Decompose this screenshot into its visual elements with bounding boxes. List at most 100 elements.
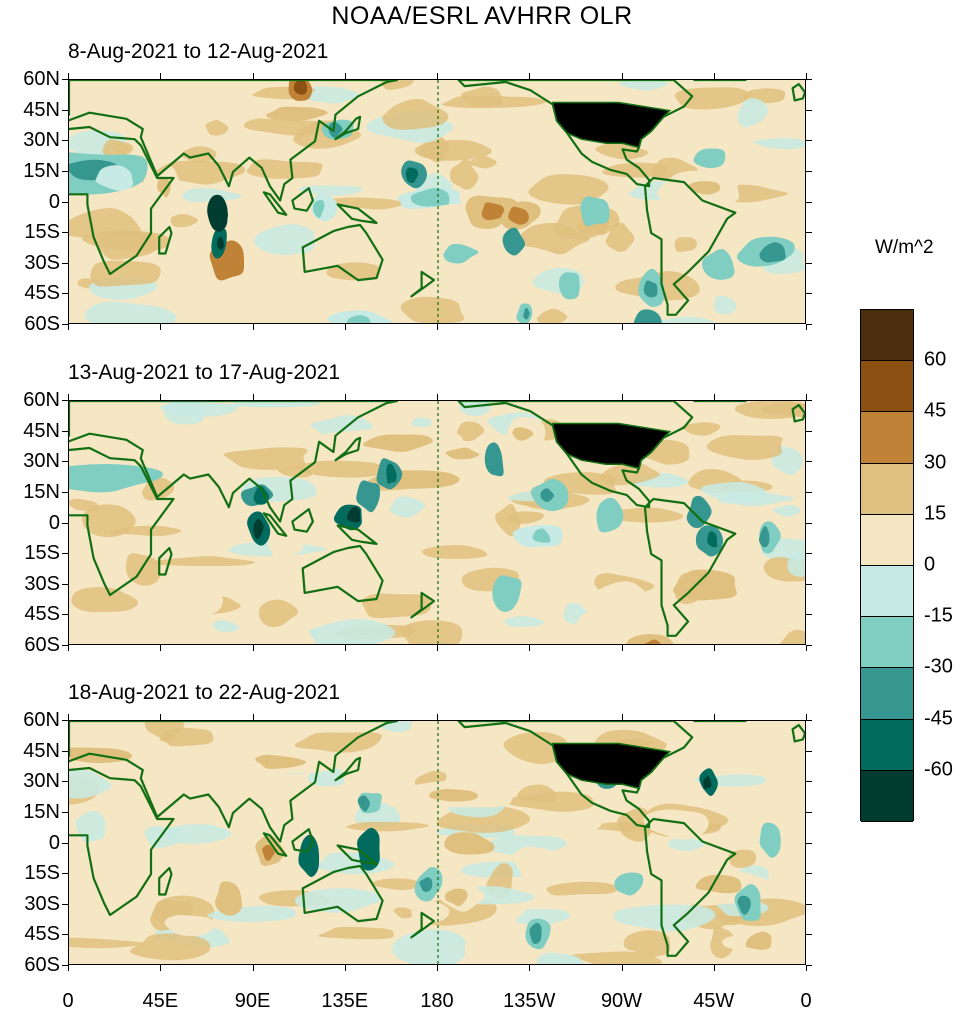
negative-anomaly-core (532, 528, 551, 543)
south-america-coastline (643, 817, 737, 957)
latitude-tick-mark (62, 553, 68, 555)
latitude-tick-label: 60S (24, 634, 60, 656)
colorbar-tick-label: -45 (924, 707, 953, 730)
positive-anomaly-area (109, 525, 182, 537)
longitude-tick-mark (437, 324, 438, 330)
latitude-tick-mark (62, 934, 68, 936)
longitude-tick-label: 0 (800, 990, 812, 1012)
latitude-tick-mark (806, 750, 812, 752)
negative-anomaly-area (163, 401, 205, 425)
latitude-tick-label: 45N (23, 98, 60, 121)
negative-anomaly-area (357, 827, 380, 871)
latitude-tick-label: 0 (48, 190, 60, 213)
latitude-tick-label: 60N (23, 68, 60, 90)
positive-anomaly-area (176, 583, 223, 616)
negative-anomaly-area (84, 301, 177, 323)
longitude-tick-mark (437, 714, 438, 720)
longitude-tick-mark (806, 394, 807, 400)
positive-anomaly-area (246, 159, 323, 179)
longitude-tick-mark (621, 394, 623, 400)
positive-anomaly-area (205, 120, 229, 136)
british-isles-coastline (791, 724, 805, 743)
latitude-tick-label: 15S (24, 862, 60, 885)
latitude-tick-mark (62, 522, 68, 524)
latitude-tick-label: 45S (24, 603, 60, 626)
latitude-tick-mark (62, 811, 68, 813)
latitude-tick-mark (806, 842, 812, 844)
colorbar-swatch (861, 719, 913, 771)
longitude-tick-mark (621, 73, 623, 79)
negative-anomaly-core (759, 242, 786, 263)
colorbar-unit-label: W/m^2 (875, 237, 934, 258)
longitude-tick-mark (529, 324, 531, 330)
negative-anomaly-area (701, 249, 735, 280)
longitude-tick-mark (806, 645, 807, 651)
latitude-tick-mark (62, 232, 68, 234)
negative-anomaly-core (523, 307, 530, 320)
positive-anomaly-area (71, 587, 139, 613)
positive-anomaly-area (570, 951, 663, 964)
positive-anomaly-area (382, 98, 449, 130)
madagascar-coastline (158, 546, 173, 576)
negative-anomaly-area (227, 401, 321, 408)
negative-anomaly-area (389, 496, 425, 518)
positive-anomaly-area (320, 197, 404, 210)
positive-anomaly-area (449, 158, 479, 190)
latitude-tick-mark (806, 400, 812, 401)
longitude-tick-label: 180 (420, 990, 454, 1012)
latitude-tick-mark (62, 293, 68, 295)
negative-anomaly-area (69, 767, 112, 799)
positive-anomaly-area (398, 620, 463, 644)
borneo-coastline (291, 508, 314, 533)
british-isles-coastline (791, 83, 805, 102)
olr-anomaly-map (68, 400, 806, 645)
latitude-tick-label: 60N (23, 389, 60, 411)
negative-anomaly-area (484, 442, 504, 477)
longitude-tick-mark (806, 324, 807, 330)
positive-anomaly-core (688, 181, 721, 195)
positive-anomaly-area (414, 139, 492, 161)
latitude-tick-mark (62, 170, 68, 172)
latitude-tick-mark (806, 430, 812, 432)
longitude-tick-mark (68, 394, 69, 400)
longitude-tick-mark (621, 714, 623, 720)
longitude-tick-mark (252, 324, 254, 330)
negative-anomaly-core (703, 776, 712, 789)
negative-anomaly-area (580, 196, 610, 227)
longitude-tick-mark (806, 73, 807, 79)
negative-anomaly-area (614, 872, 644, 896)
negative-anomaly-core (346, 506, 360, 523)
positive-anomaly-area (706, 435, 783, 460)
longitude-tick-mark (713, 73, 715, 79)
longitude-tick-mark (160, 394, 162, 400)
longitude-tick-mark (713, 645, 715, 651)
longitude-tick-label: 45E (142, 990, 179, 1012)
positive-anomaly-area (69, 208, 142, 238)
longitude-tick-mark (68, 73, 69, 79)
negative-anomaly-core (346, 315, 371, 323)
africa-coastline (69, 446, 175, 597)
negative-anomaly-area (693, 148, 726, 169)
latitude-tick-mark (806, 324, 812, 325)
longitude-tick-mark (713, 965, 715, 971)
latitude-tick-mark (806, 140, 812, 142)
positive-anomaly-area (268, 538, 304, 560)
longitude-tick-mark (806, 714, 807, 720)
positive-anomaly-core (445, 447, 480, 460)
colorbar-swatch (861, 668, 913, 720)
latitude-tick-mark (806, 553, 812, 555)
negative-anomaly-area (787, 553, 805, 577)
latitude-tick-label: 30N (23, 450, 60, 473)
olr-anomaly-field (69, 80, 805, 323)
latitude-tick-mark (806, 720, 812, 721)
positive-anomaly-area (444, 832, 495, 855)
longitude-tick-mark (713, 324, 715, 330)
australia-coastline (301, 223, 384, 282)
negative-anomaly-area (656, 316, 716, 323)
latitude-tick-mark (806, 79, 812, 80)
colorbar-swatch (861, 770, 913, 822)
longitude-tick-label: 90E (234, 990, 271, 1012)
australia-coastline (301, 544, 384, 603)
latitude-tick-mark (806, 262, 812, 264)
latitude-tick-mark (806, 873, 812, 875)
